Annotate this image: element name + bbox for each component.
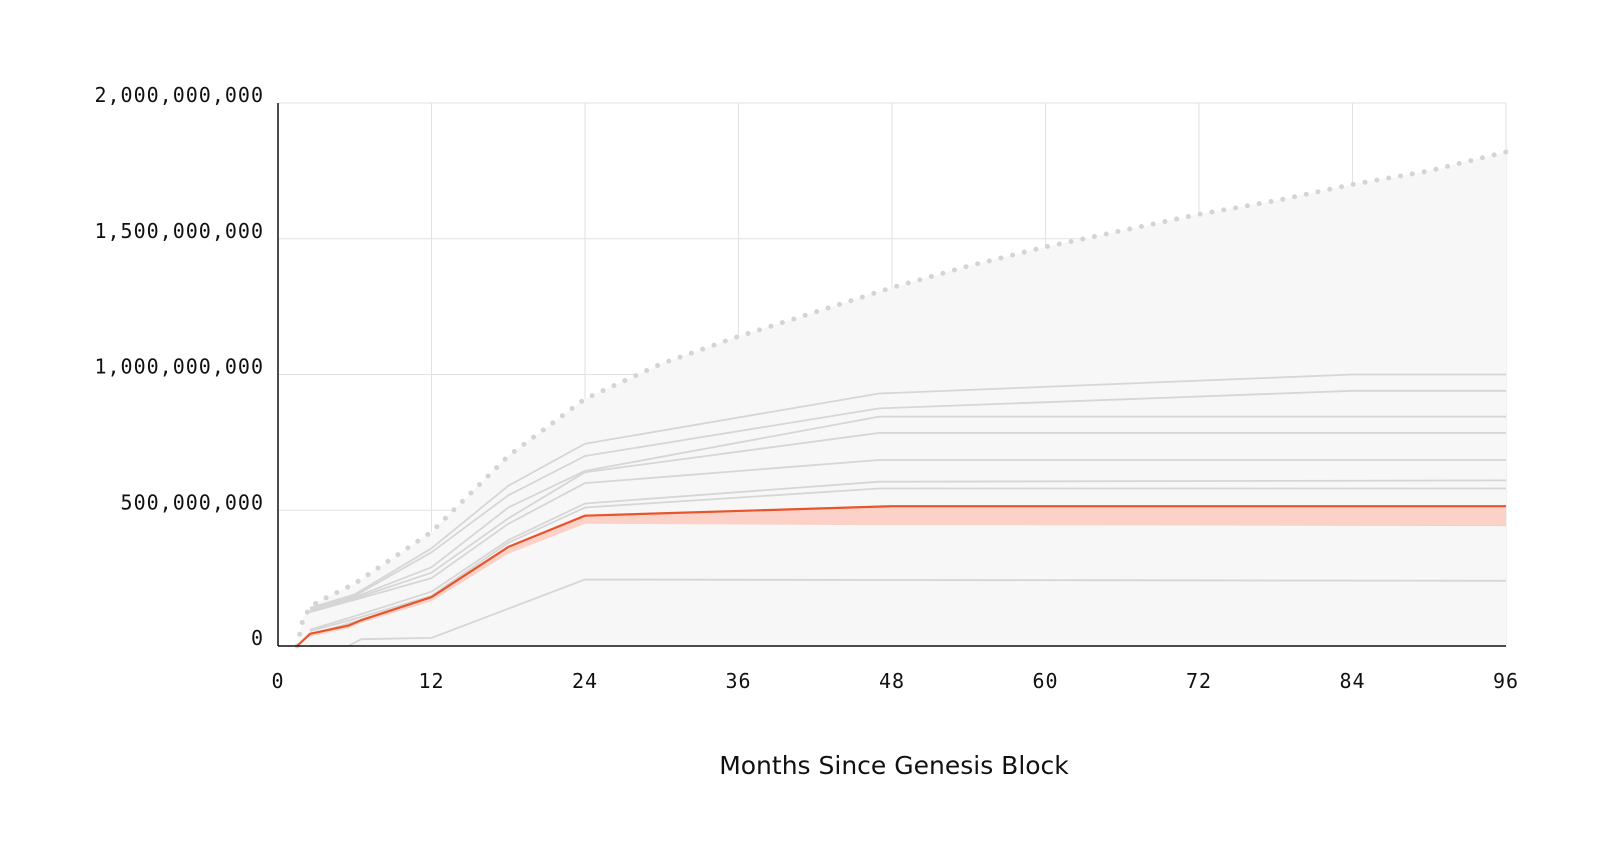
x-tick-label: 96 <box>1493 669 1519 693</box>
y-tick-label: 500,000,000 <box>121 490 264 514</box>
y-tick-label: 1,500,000,000 <box>94 219 264 243</box>
axes <box>277 103 1506 647</box>
x-tick-label: 60 <box>1032 669 1058 693</box>
x-axis-label: Months Since Genesis Block <box>719 751 1069 780</box>
x-tick-labels: 0 12 24 36 48 60 72 84 96 <box>271 669 1519 693</box>
highlight-band <box>297 506 1507 646</box>
envelope-dotted-line <box>294 149 1509 649</box>
y-tick-labels: 0 500,000,000 1,000,000,000 1,500,000,000 2,… <box>94 83 264 650</box>
x-tick-label: 12 <box>418 669 444 693</box>
y-tick-label: 1,000,000,000 <box>94 355 264 379</box>
x-tick-label: 84 <box>1339 669 1365 693</box>
x-tick-label: 48 <box>879 669 905 693</box>
series-line-6 <box>309 479 1507 631</box>
x-tick-label: 24 <box>572 669 598 693</box>
series-line-4 <box>309 431 1506 612</box>
series-line-5 <box>309 459 1506 613</box>
x-tick-label: 0 <box>271 669 284 693</box>
x-tick-label: 36 <box>725 669 751 693</box>
series-line-2 <box>309 389 1506 609</box>
y-tick-label: 2,000,000,000 <box>94 83 264 107</box>
series-line-3 <box>309 415 1506 611</box>
y-tick-label: 0 <box>251 626 264 650</box>
highlight-series <box>296 505 1507 647</box>
x-tick-label: 72 <box>1186 669 1212 693</box>
highlight-line <box>296 505 1506 647</box>
series-line-7 <box>309 487 1506 632</box>
series-line-1 <box>309 373 1506 609</box>
